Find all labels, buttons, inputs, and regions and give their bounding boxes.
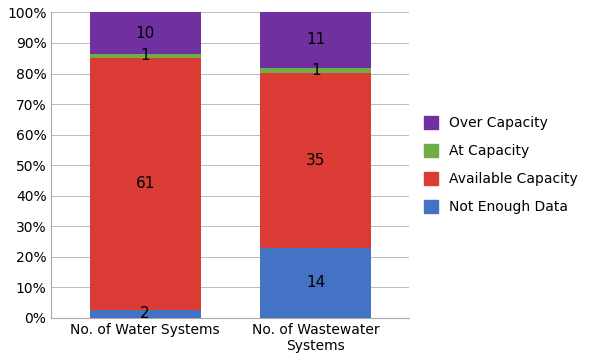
Text: 10: 10 (136, 26, 155, 41)
Bar (260, 248, 371, 318)
Text: 2: 2 (140, 306, 150, 321)
Bar (90, 310, 201, 318)
Text: 1: 1 (140, 48, 150, 63)
Bar (260, 13, 371, 68)
Text: 35: 35 (306, 153, 325, 168)
Text: 14: 14 (306, 275, 325, 291)
Bar (90, 58, 201, 310)
Text: 11: 11 (306, 32, 325, 48)
Bar (90, 54, 201, 58)
Legend: Over Capacity, At Capacity, Available Capacity, Not Enough Data: Over Capacity, At Capacity, Available Ca… (420, 112, 582, 218)
Text: 1: 1 (311, 63, 320, 77)
Text: 61: 61 (136, 176, 155, 191)
Bar (260, 68, 371, 73)
Bar (260, 73, 371, 248)
Bar (90, 13, 201, 54)
